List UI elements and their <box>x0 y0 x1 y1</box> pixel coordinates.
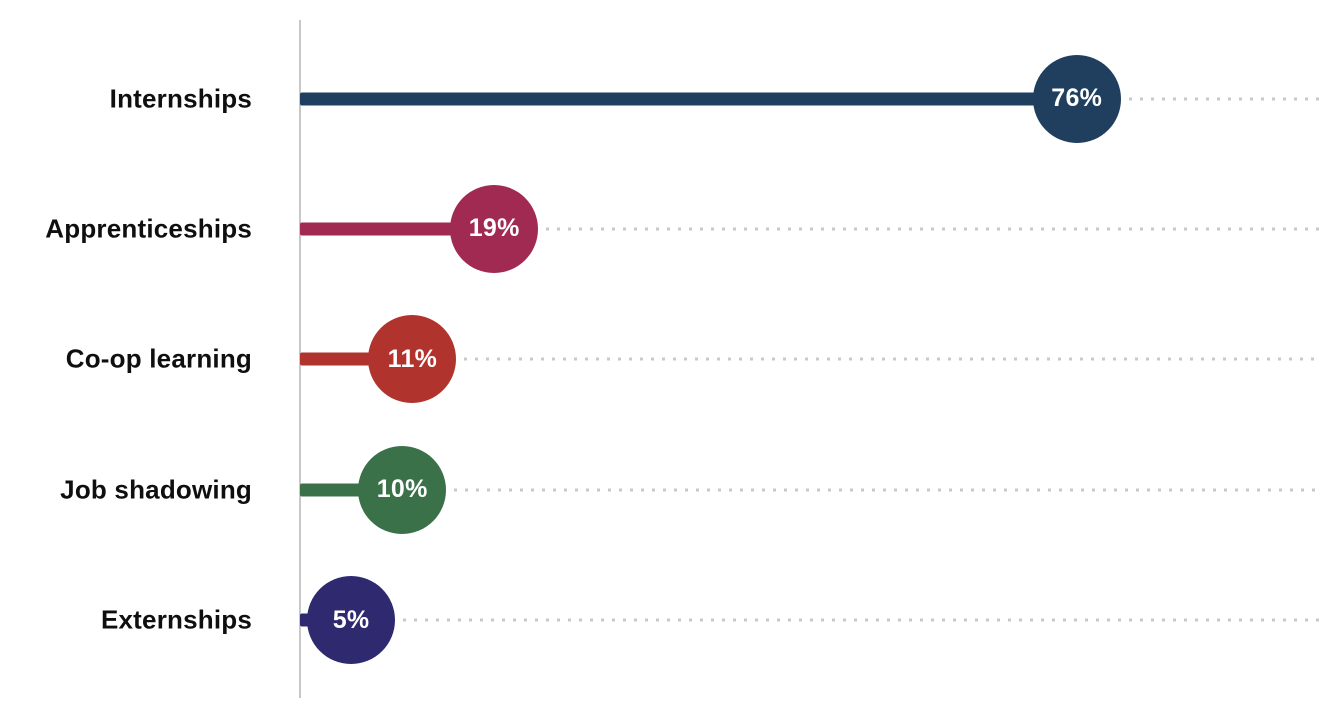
dotted-leader-line <box>403 618 1322 622</box>
lollipop-stick <box>300 222 495 236</box>
value-label: 10% <box>376 475 428 504</box>
dotted-leader-line <box>546 227 1322 231</box>
value-label: 11% <box>387 344 438 373</box>
dotted-leader-line <box>464 357 1322 361</box>
value-bubble: 10% <box>358 445 447 534</box>
value-bubble: 19% <box>450 184 539 273</box>
value-label: 5% <box>332 605 370 634</box>
category-label: Internships <box>109 83 252 113</box>
dotted-leader-line <box>1128 97 1322 100</box>
dotted-leader-line <box>454 488 1322 492</box>
value-label: 19% <box>468 214 520 243</box>
value-bubble: 5% <box>307 576 396 665</box>
category-label: Externships <box>100 604 252 635</box>
category-label: Co-op learning <box>65 343 252 374</box>
category-label: Job shadowing <box>60 474 252 505</box>
lollipop-stick <box>300 92 1077 105</box>
category-label: Apprenticeships <box>45 213 252 244</box>
value-bubble: 76% <box>1032 54 1121 143</box>
value-label: 76% <box>1051 84 1103 112</box>
value-bubble: 11% <box>368 315 457 404</box>
